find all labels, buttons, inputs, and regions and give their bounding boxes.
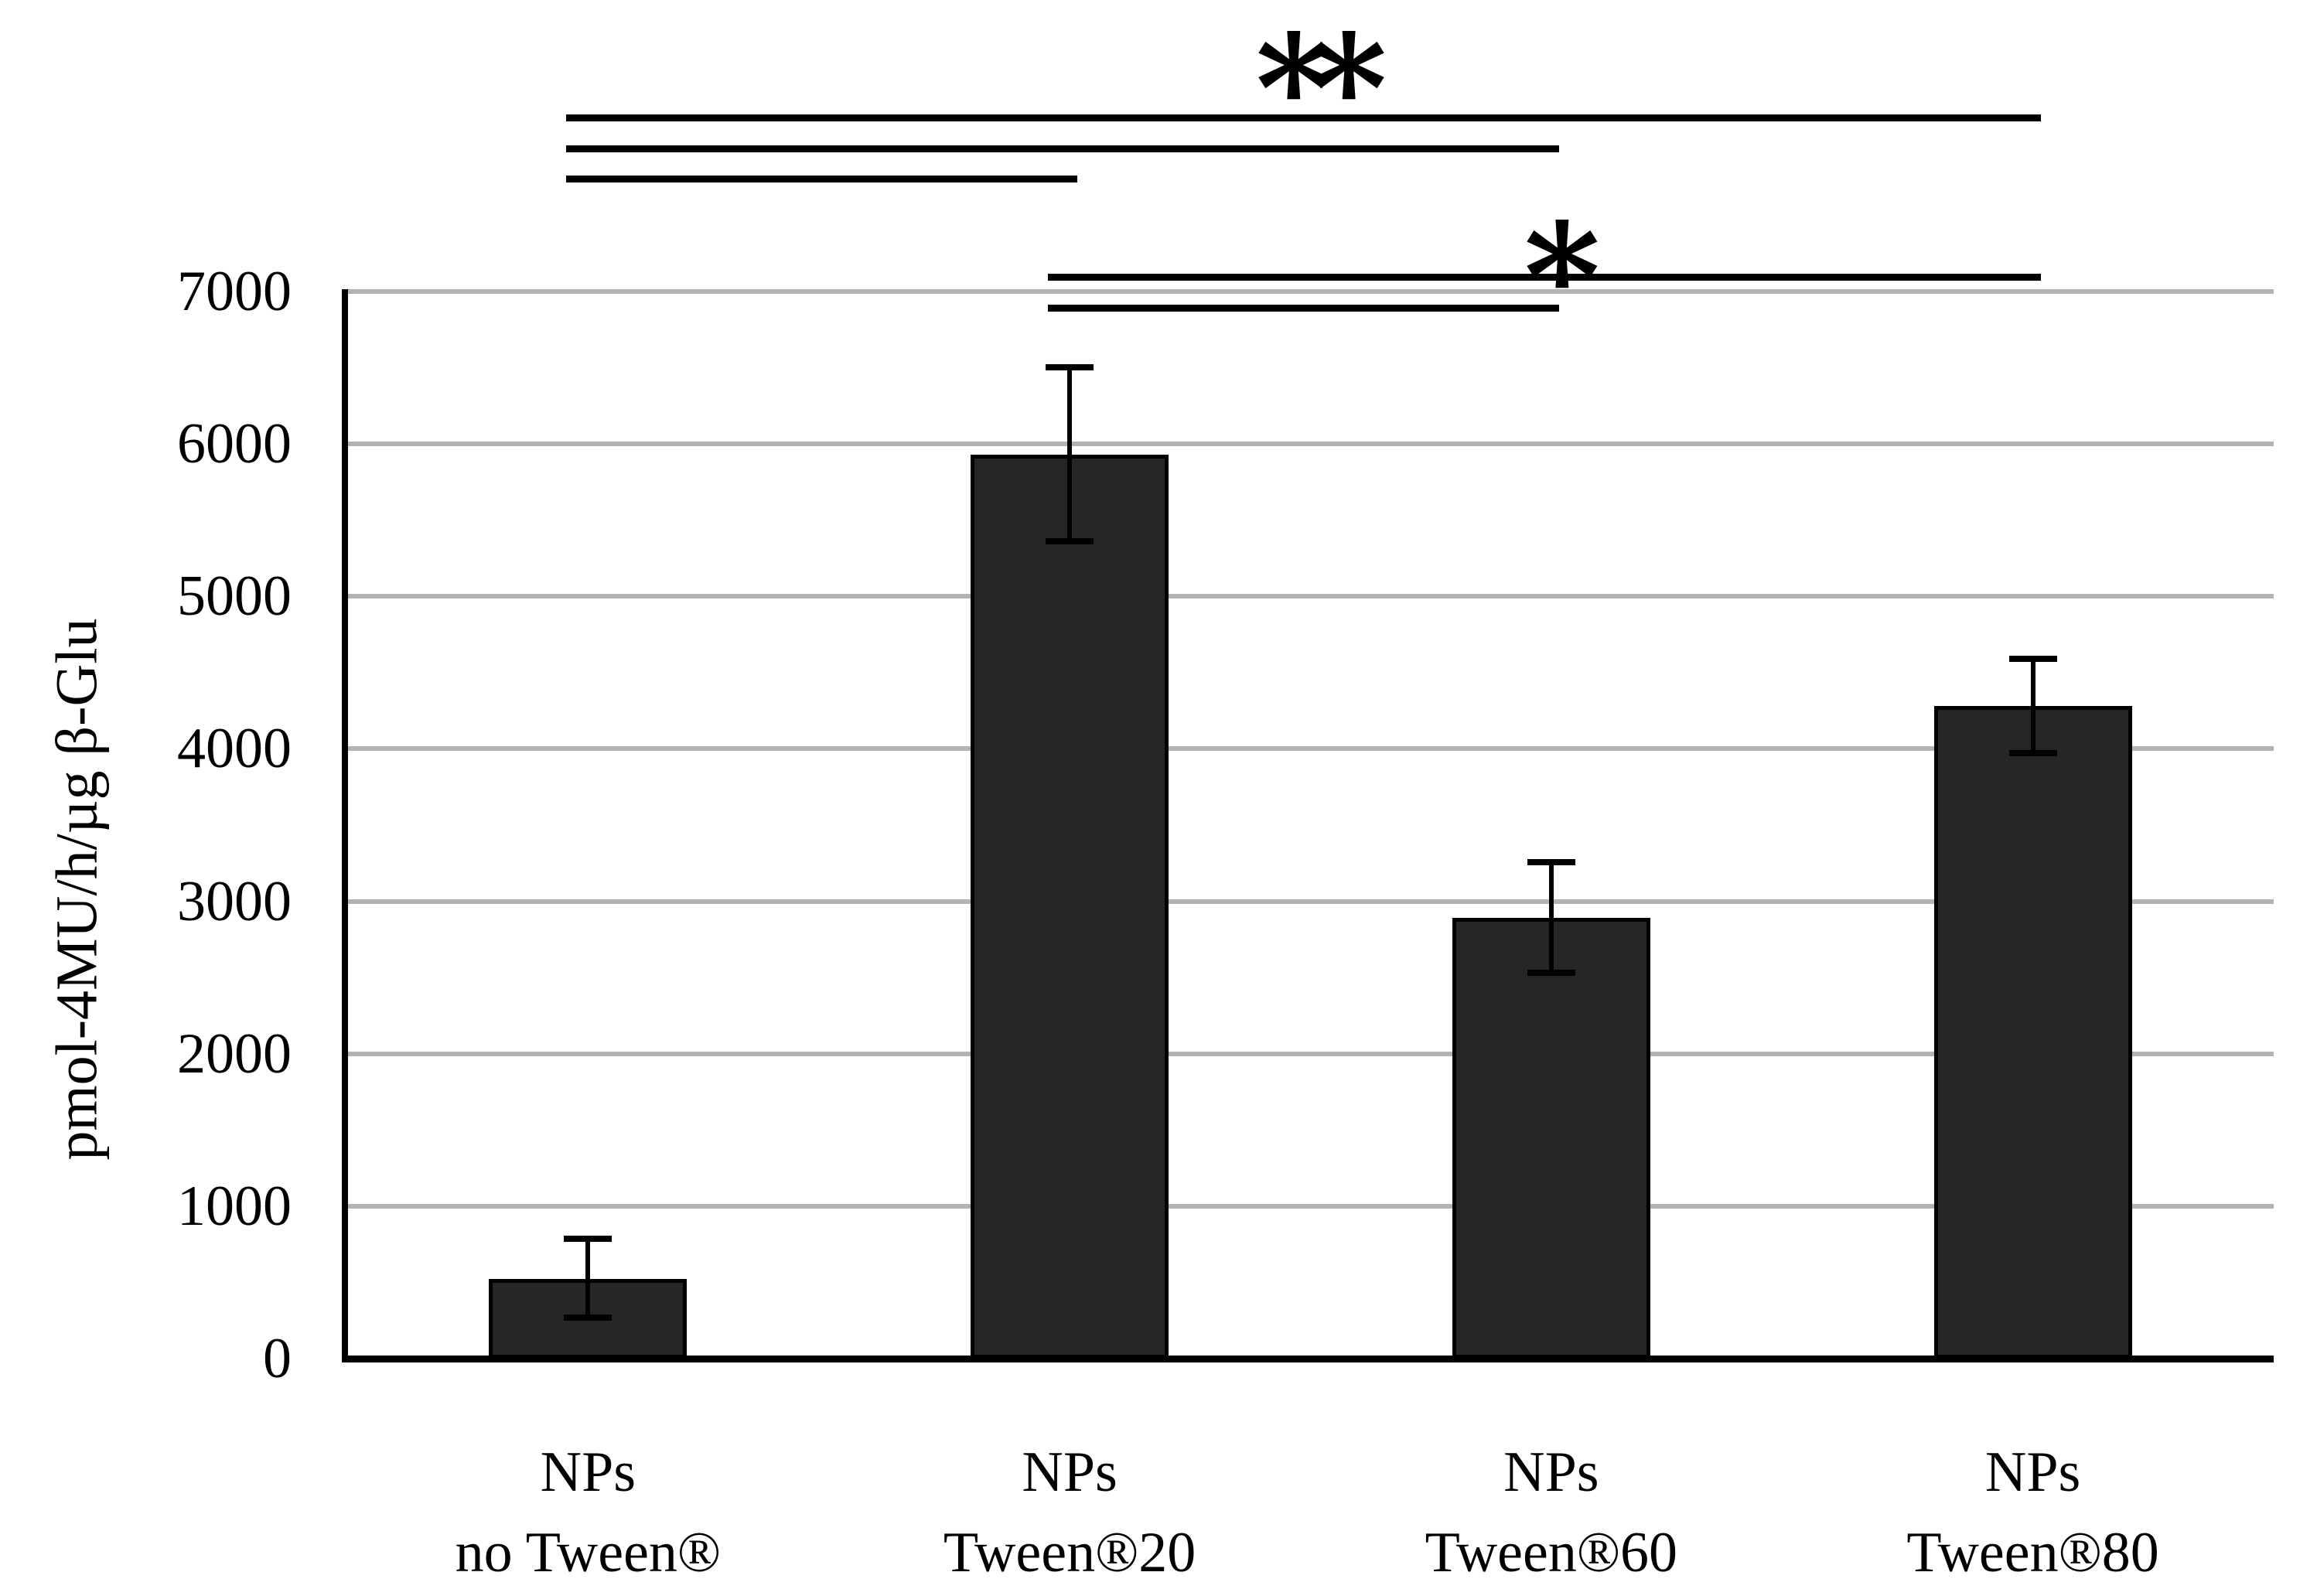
y-tick-label-6000: 6000	[177, 412, 292, 476]
y-tick-label-1000: 1000	[177, 1174, 292, 1238]
error-bar-cap-bottom-2	[1527, 970, 1575, 977]
error-bar-stem-2	[1548, 862, 1554, 974]
y-tick-label-3000: 3000	[177, 869, 292, 933]
gridline-y3000	[347, 899, 2274, 904]
gridline-y6000	[347, 442, 2274, 447]
gridline-y2000	[347, 1051, 2274, 1056]
significance-line-0-1	[566, 145, 1559, 152]
y-tick-label-0: 0	[263, 1327, 292, 1390]
y-axis-line	[342, 289, 348, 1362]
significance-line-1-0	[1048, 274, 2041, 281]
category-label-line1-2: NPs	[1503, 1441, 1599, 1504]
significance-symbol-0: **	[1255, 2, 1387, 175]
y-tick-label-7000: 7000	[177, 260, 292, 323]
error-bar-cap-top-2	[1527, 859, 1575, 866]
bar-3	[1933, 706, 2132, 1359]
category-label-0: NPs no Tween®	[340, 1432, 835, 1593]
significance-line-0-0	[566, 114, 2041, 121]
y-tick-label-5000: 5000	[177, 564, 292, 629]
bar-1	[971, 454, 1169, 1359]
category-label-line1-0: NPs	[540, 1441, 636, 1504]
category-label-2: NPs Tween®60	[1304, 1432, 1799, 1593]
error-bar-cap-top-1	[1046, 363, 1094, 370]
category-label-line2-1: Tween®20	[943, 1521, 1196, 1584]
bar-2	[1452, 918, 1650, 1359]
significance-line-1-1	[1048, 305, 1559, 312]
y-tick-label-4000: 4000	[177, 717, 292, 781]
y-tick-label-2000: 2000	[177, 1021, 292, 1086]
category-label-3: NPs Tween®80	[1786, 1432, 2281, 1593]
gridline-y7000	[347, 289, 2274, 294]
category-label-line2-2: Tween®60	[1425, 1521, 1678, 1584]
error-bar-cap-bottom-3	[2008, 750, 2057, 757]
error-bar-cap-bottom-0	[564, 1314, 613, 1321]
error-bar-stem-0	[585, 1239, 591, 1318]
error-bar-cap-bottom-1	[1046, 538, 1094, 545]
category-label-line2-3: Tween®80	[1906, 1521, 2159, 1584]
gridline-y1000	[347, 1203, 2274, 1209]
error-bar-cap-top-3	[2008, 656, 2057, 663]
significance-symbol-1: *	[1524, 191, 1601, 363]
error-bar-stem-3	[2030, 659, 2035, 754]
category-label-line1-3: NPs	[1984, 1441, 2081, 1504]
category-label-line1-1: NPs	[1022, 1441, 1118, 1504]
gridline-y5000	[347, 594, 2274, 599]
category-label-1: NPs Tween®20	[822, 1432, 1317, 1593]
category-label-line2-0: no Tween®	[455, 1521, 722, 1584]
error-bar-stem-1	[1067, 367, 1073, 542]
significance-line-0-2	[566, 176, 1078, 182]
error-bar-cap-top-0	[564, 1236, 613, 1243]
gridline-y4000	[347, 746, 2274, 752]
x-axis-line	[342, 1356, 2274, 1362]
